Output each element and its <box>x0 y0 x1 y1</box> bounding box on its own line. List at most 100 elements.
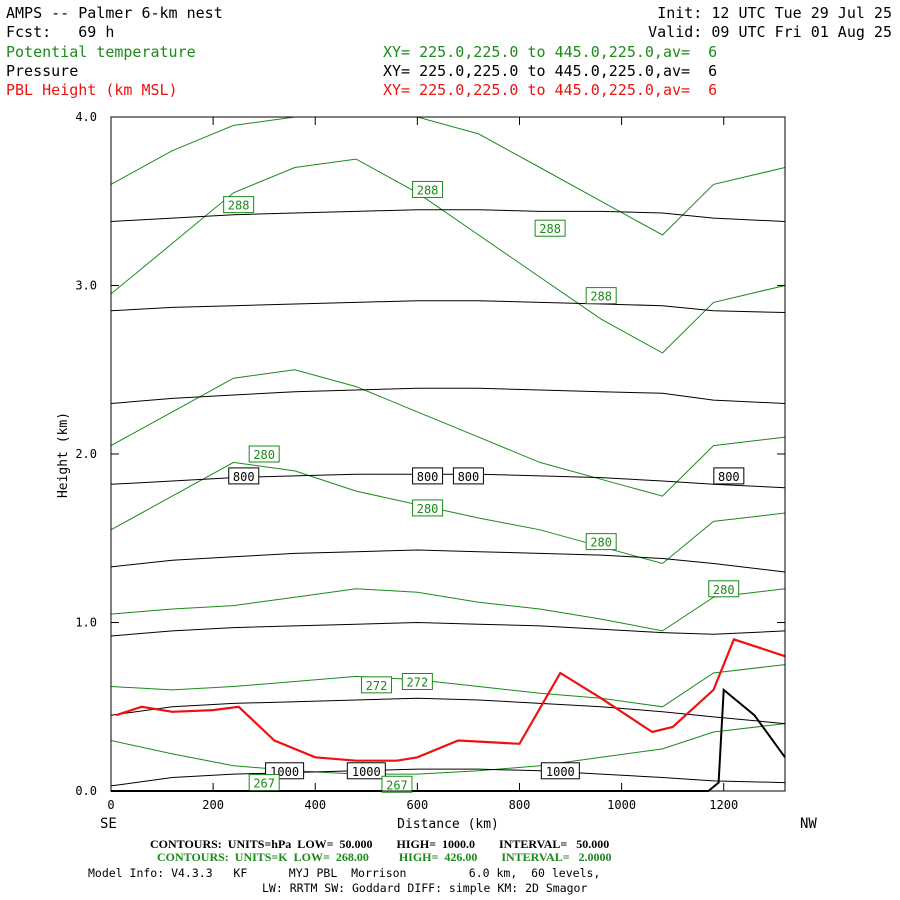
footer-physics: LW: RRTM SW: Goddard DIFF: simple KM: 2D… <box>262 881 588 895</box>
pressure-line-650 <box>110 209 786 222</box>
pressure-line-750 <box>110 387 786 404</box>
pressure-label-800-0-box <box>228 467 260 485</box>
theta-label-5-text: 280 <box>417 502 439 516</box>
x-tick-label-0: 0 <box>107 798 114 812</box>
theta-label-0-text: 288 <box>228 199 250 213</box>
theta-label-9-box <box>401 672 433 690</box>
x-axis-title: Distance (km) <box>397 817 499 832</box>
y-tick-label-4: 4.0 <box>75 110 97 124</box>
axes: 0 200 400 600 800 1000 1200 0.0 1.0 2.0 3.0 4.0 <box>75 110 785 812</box>
theta-label-9-text: 272 <box>407 675 429 689</box>
theta-label-0: 288 <box>223 196 255 214</box>
pressure-label-800-2-text: 800 <box>458 470 480 484</box>
y-tick-label-1: 1.0 <box>75 616 97 630</box>
field-name-theta: Potential temperature <box>6 43 196 61</box>
y-tick-label-2: 2.0 <box>75 447 97 461</box>
theta-label-5: 280 <box>412 499 444 517</box>
theta-label-10-text: 267 <box>253 777 275 791</box>
pressure-label-1000-1-box <box>346 762 386 780</box>
theta-label-8: 272 <box>361 676 393 694</box>
right-end-label: NW <box>800 816 817 832</box>
field-xy-pbl: XY= 225.0,225.0 to 445.0,225.0,av= 6 <box>383 81 718 99</box>
left-end-label: SE <box>100 816 117 832</box>
theta-line-272 <box>110 664 786 708</box>
pressure-line-900 <box>110 621 786 637</box>
pressure-label-1000-1: 1000 <box>346 762 386 780</box>
pressure-label-1000-2: 1000 <box>540 762 580 780</box>
theta-label-4: 280 <box>248 445 280 463</box>
y-axis-title: Height (km) <box>56 412 71 498</box>
theta-label-2-box <box>534 219 566 237</box>
theta-label-1-text: 288 <box>417 183 439 197</box>
forecast-hour: Fcst: 69 h <box>6 23 115 41</box>
theta-label-3-box <box>585 287 617 305</box>
pressure-label-800-0-text: 800 <box>233 470 255 484</box>
pressure-label-800-0: 800 <box>228 467 260 485</box>
x-tick-label-1: 200 <box>202 798 224 812</box>
theta-label-11-box <box>381 775 413 793</box>
theta-line-268 <box>110 723 786 775</box>
field-xy-pressure: XY= 225.0,225.0 to 445.0,225.0,av= 6 <box>383 62 718 80</box>
theta-label-6-text: 280 <box>590 536 612 550</box>
pressure-label-1000-2-box <box>540 762 580 780</box>
pressure-line-950 <box>110 697 786 725</box>
y-tick-label-3: 3.0 <box>75 279 97 293</box>
pressure-label-1000-2-text: 1000 <box>546 765 575 779</box>
model-title: AMPS -- Palmer 6-km nest <box>6 4 223 22</box>
theta-line-292 <box>110 116 786 236</box>
theta-label-3-text: 288 <box>590 290 612 304</box>
theta-label-8-box <box>361 676 393 694</box>
theta-line-288 <box>110 158 786 354</box>
field-xy-theta: XY= 225.0,225.0 to 445.0,225.0,av= 6 <box>383 43 718 61</box>
theta-label-7-text: 280 <box>713 583 735 597</box>
pressure-label-800-3-box <box>713 467 745 485</box>
theta-label-0-box <box>223 196 255 214</box>
init-time: Init: 12 UTC Tue 29 Jul 25 <box>657 4 892 22</box>
theta-label-6-box <box>585 533 617 551</box>
theta-line-284 <box>110 369 786 497</box>
pressure-label-1000-1-text: 1000 <box>352 765 381 779</box>
x-tick-label-2: 400 <box>304 798 326 812</box>
theta-label-2: 288 <box>534 219 566 237</box>
field-name-pbl: PBL Height (km MSL) <box>6 81 178 99</box>
pressure-line-800 <box>110 473 786 489</box>
pressure-line-1000 <box>110 768 786 787</box>
field-name-pressure: Pressure <box>6 62 79 80</box>
pressure-line-700 <box>110 300 786 313</box>
theta-label-5-box <box>412 499 444 517</box>
theta-label-11-text: 267 <box>386 778 408 792</box>
theta-label-4-text: 280 <box>253 448 275 462</box>
theta-line-280 <box>110 461 786 565</box>
theta-label-10: 267 <box>248 774 280 792</box>
x-tick-label-4: 800 <box>509 798 531 812</box>
pressure-label-800-1-box <box>412 467 444 485</box>
x-tick-label-3: 600 <box>407 798 429 812</box>
pressure-label-800-3: 800 <box>713 467 745 485</box>
footer-model-info: Model Info: V4.3.3 KF MYJ PBL Morrison 6… <box>88 866 601 880</box>
theta-label-2-text: 288 <box>539 222 561 236</box>
footer-theta-contours: CONTOURS: UNITS=K LOW= 268.00 HIGH= 426.… <box>157 850 612 864</box>
pressure-label-800-3-text: 800 <box>718 470 740 484</box>
valid-time: Valid: 09 UTC Fri 01 Aug 25 <box>648 23 892 41</box>
theta-label-9: 272 <box>401 672 433 690</box>
footer-pressure-contours: CONTOURS: UNITS=hPa LOW= 50.000 HIGH= 10… <box>150 837 610 851</box>
theta-label-4-box <box>248 445 280 463</box>
x-tick-label-5: 1000 <box>607 798 636 812</box>
pressure-label-800-2: 800 <box>452 467 484 485</box>
theta-label-6: 280 <box>585 533 617 551</box>
theta-label-8-text: 272 <box>366 679 388 693</box>
theta-label-7-box <box>708 580 740 598</box>
theta-line-276 <box>110 588 786 632</box>
pressure-label-800-2-box <box>452 467 484 485</box>
x-tick-label-6: 1200 <box>709 798 738 812</box>
pbl-line <box>115 638 786 762</box>
pressure-label-800-1-text: 800 <box>417 470 439 484</box>
theta-label-1: 288 <box>412 180 444 198</box>
plot-frame <box>110 116 786 792</box>
theta-label-1-box <box>412 180 444 198</box>
theta-label-7: 280 <box>708 580 740 598</box>
theta-label-3: 288 <box>585 287 617 305</box>
pressure-contours <box>110 209 786 787</box>
